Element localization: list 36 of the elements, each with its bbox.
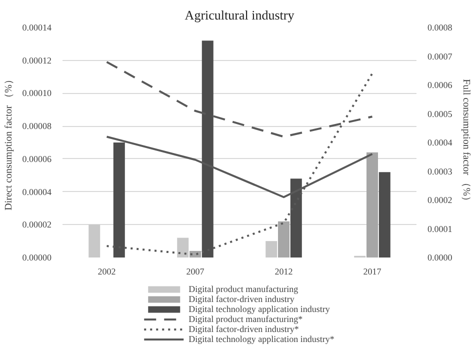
y2-tick-label: 0.0002 <box>428 195 452 205</box>
bar <box>278 221 290 258</box>
legend-label: Digital technology application industry <box>188 304 330 314</box>
y2-tick-label: 0.0003 <box>428 166 453 176</box>
x-tick-label: 2012 <box>274 266 293 276</box>
legend-label: Digital factor-driven industry <box>188 294 294 304</box>
y2-tick-label: 0.0007 <box>428 51 453 62</box>
y2-tick-label: 0.0006 <box>428 80 453 90</box>
y2-tick-label: 0.0008 <box>428 22 453 32</box>
y-tick-label: 0.00008 <box>22 121 52 132</box>
y-tick-label: 0.00010 <box>22 88 52 98</box>
bar <box>88 224 100 258</box>
x-tick-label: 2002 <box>98 266 116 276</box>
legend-label: Digital product manufacturing <box>188 284 298 294</box>
y2-axis-title: Full consumption factor （%） <box>460 79 472 206</box>
y2-tick-label: 0.0004 <box>428 138 453 148</box>
chart-title: Agricultural industry <box>184 8 295 22</box>
bar <box>366 152 378 258</box>
y-tick-label: 0.00004 <box>22 186 52 197</box>
legend-label: Digital technology application industry* <box>188 334 334 344</box>
bar <box>378 172 390 258</box>
bar <box>266 241 278 258</box>
y2-tick-label: 0.0000 <box>428 252 453 262</box>
x-tick-label: 2017 <box>363 266 382 276</box>
y2-tick-label: 0.0005 <box>428 108 453 119</box>
legend-label: Digital product manufacturing* <box>188 314 303 324</box>
y-tick-label: 0.00012 <box>22 55 52 66</box>
y-tick-label: 0.00000 <box>22 252 52 262</box>
x-tick-label: 2007 <box>186 266 205 276</box>
y2-tick-label: 0.0001 <box>428 224 452 234</box>
y-tick-label: 0.00014 <box>22 22 52 32</box>
legend-label: Digital factor-driven industry* <box>188 324 299 334</box>
y-axis-title: Direct consumption factor （%） <box>3 74 14 210</box>
y-tick-label: 0.00006 <box>22 154 52 164</box>
bar <box>177 238 189 258</box>
y-tick-label: 0.00002 <box>22 220 52 230</box>
